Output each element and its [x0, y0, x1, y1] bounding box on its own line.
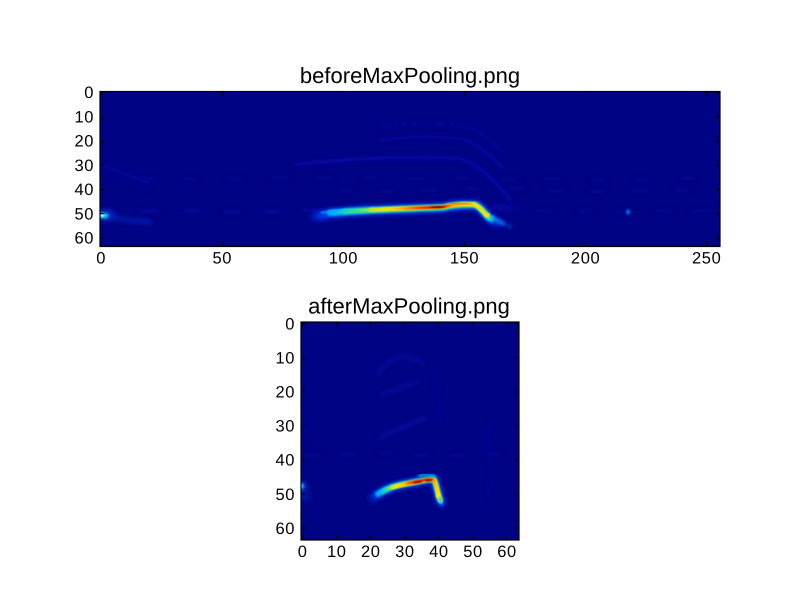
svg-text:50: 50 [74, 205, 94, 223]
svg-text:10: 10 [275, 350, 295, 368]
svg-text:0: 0 [298, 543, 308, 561]
svg-text:40: 40 [429, 543, 449, 561]
svg-text:30: 30 [395, 543, 415, 561]
svg-text:200: 200 [571, 250, 600, 268]
svg-text:10: 10 [74, 108, 94, 126]
svg-text:50: 50 [463, 543, 483, 561]
svg-text:10: 10 [327, 543, 347, 561]
svg-text:30: 30 [275, 418, 295, 436]
svg-text:250: 250 [692, 250, 721, 268]
svg-text:150: 150 [450, 250, 479, 268]
svg-text:0: 0 [285, 316, 295, 334]
svg-text:50: 50 [213, 250, 233, 268]
svg-text:afterMaxPooling.png: afterMaxPooling.png [308, 293, 510, 318]
svg-text:40: 40 [74, 181, 94, 199]
svg-text:20: 20 [361, 543, 381, 561]
svg-text:60: 60 [275, 520, 295, 538]
svg-text:20: 20 [275, 384, 295, 402]
svg-text:0: 0 [96, 250, 106, 268]
svg-text:30: 30 [74, 157, 94, 175]
svg-text:100: 100 [329, 250, 358, 268]
svg-text:0: 0 [84, 84, 94, 102]
svg-text:20: 20 [74, 133, 94, 151]
svg-text:beforeMaxPooling.png: beforeMaxPooling.png [300, 63, 520, 88]
svg-text:40: 40 [275, 452, 295, 470]
svg-text:60: 60 [74, 230, 94, 248]
svg-text:50: 50 [275, 486, 295, 504]
svg-text:60: 60 [497, 543, 517, 561]
